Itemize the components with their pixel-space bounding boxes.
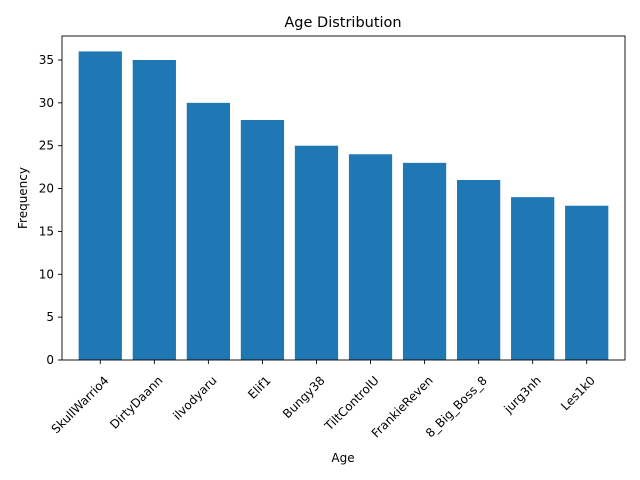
- x-tick-label: ilvodyaru: [170, 373, 219, 422]
- bar-6: [402, 162, 447, 360]
- y-axis-label: Frequency: [16, 167, 30, 229]
- y-tick-label: 25: [39, 139, 54, 153]
- x-axis-label: Age: [331, 451, 354, 465]
- bar-9: [565, 205, 609, 360]
- y-tick-label: 10: [39, 267, 54, 281]
- bar-5: [348, 154, 393, 360]
- bar-0: [78, 51, 122, 361]
- y-tick-label: 5: [46, 310, 54, 324]
- bar-3: [240, 120, 285, 360]
- x-tick-label: SkullWarrio4: [49, 373, 112, 436]
- plot-frame: [61, 35, 626, 361]
- x-tick-label: TiltControlU: [321, 373, 381, 433]
- bar-1: [132, 60, 176, 360]
- x-tick-label: Elif1: [245, 373, 273, 401]
- y-tick-label: 0: [46, 353, 54, 367]
- bar-8: [511, 197, 555, 360]
- x-tick-label: Les1k0: [558, 373, 598, 413]
- bar-4: [294, 145, 339, 360]
- bar-2: [186, 102, 230, 360]
- y-tick-label: 30: [39, 96, 54, 110]
- y-tick-label: 20: [39, 182, 54, 196]
- bar-7: [457, 180, 501, 360]
- chart-title: Age Distribution: [284, 15, 401, 31]
- x-tick-label: Bungy38: [280, 373, 328, 421]
- y-tick-label: 35: [39, 53, 54, 67]
- y-axis: 0 5 10 15 20 25 30 35: [39, 53, 62, 367]
- x-tick-label: jurg3nh: [501, 373, 544, 416]
- x-tick-label: DirtyDaann: [107, 373, 165, 431]
- bars-group: [78, 51, 609, 361]
- y-tick-label: 15: [39, 224, 54, 238]
